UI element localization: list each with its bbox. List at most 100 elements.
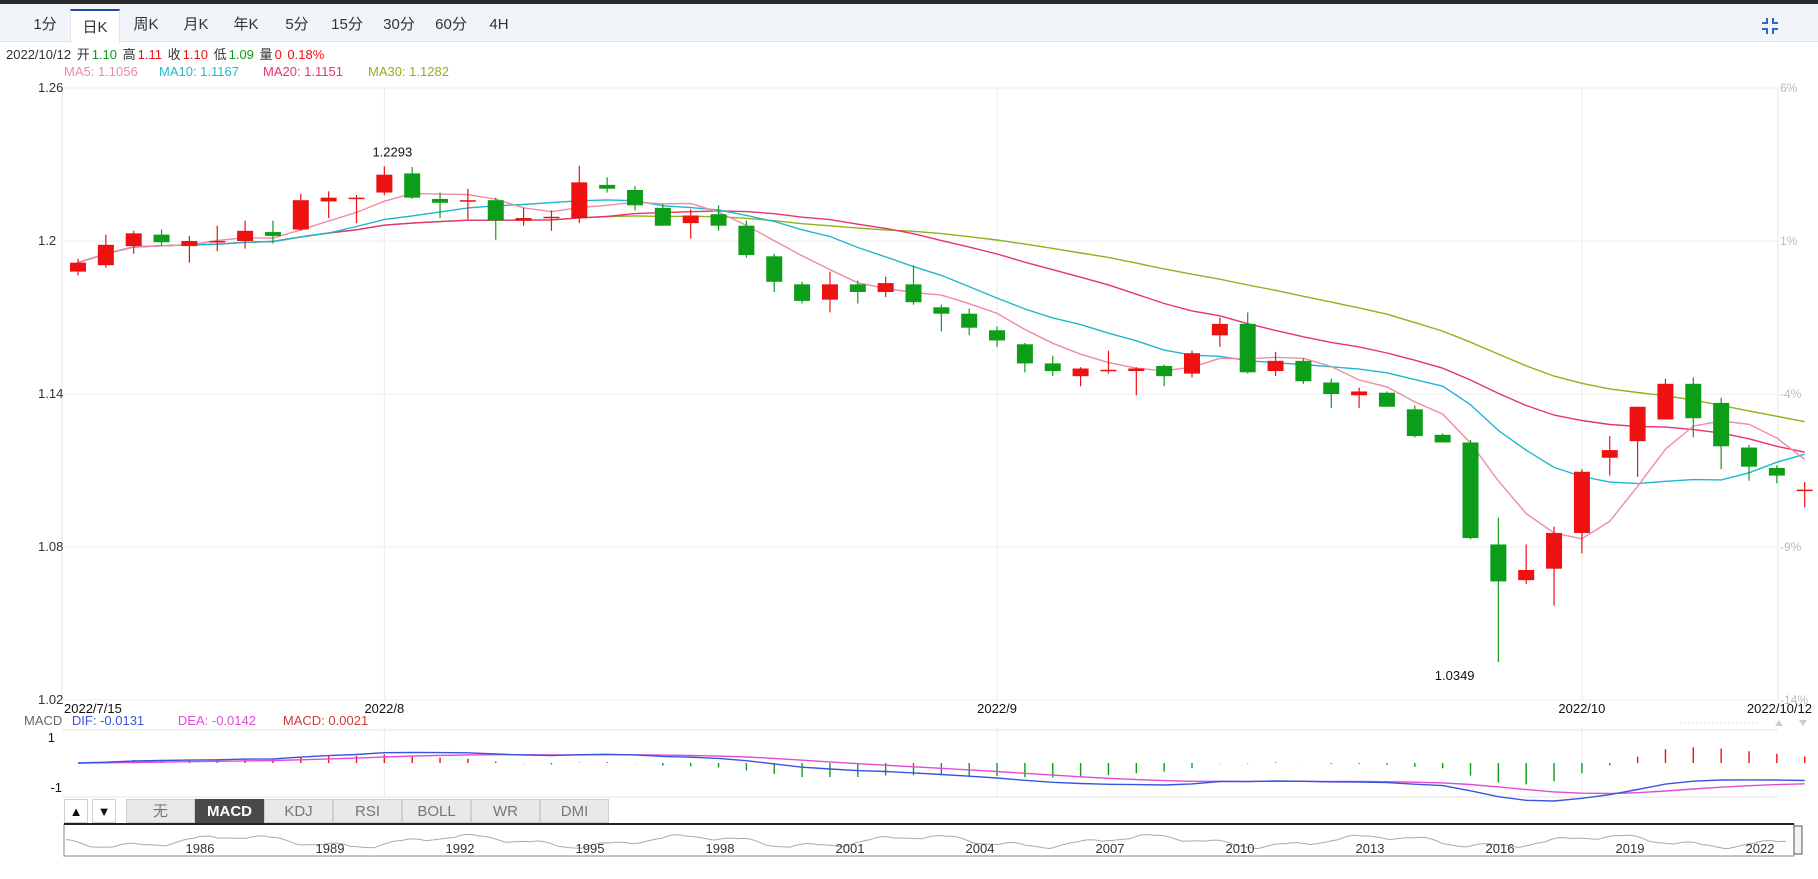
navigator-year-label: 2022 — [1746, 841, 1775, 856]
candle-body — [1016, 344, 1033, 364]
info-high-label: 高 — [122, 47, 136, 62]
info-high: 1.11 — [137, 47, 163, 62]
navigator-history-line — [65, 834, 1787, 850]
candle-body — [821, 284, 838, 300]
tab-monthly[interactable]: 月K — [183, 16, 209, 33]
dea-value: DEA: -0.0142 — [177, 713, 256, 728]
navigator-handle[interactable] — [1793, 825, 1803, 855]
candle-body — [1128, 368, 1145, 372]
macd-name: MACD — [24, 713, 63, 728]
indicator-macd[interactable]: MACD — [195, 799, 264, 823]
scroll-up-button[interactable]: ▲ — [64, 799, 88, 823]
candle-body — [1156, 365, 1173, 377]
high-mark-label: 1.2293 — [372, 144, 412, 159]
navigator-year-label: 1992 — [446, 841, 475, 856]
tab-4h[interactable]: 4H — [489, 16, 509, 33]
candle-body — [376, 174, 393, 193]
tab-weekly[interactable]: 周K — [133, 16, 159, 33]
candle-body — [1741, 447, 1757, 467]
candle-body — [989, 330, 1006, 341]
candle-body — [1239, 323, 1256, 373]
navigator-year-label: 2007 — [1096, 841, 1125, 856]
candle-body — [70, 262, 86, 272]
macd-value: MACD: 0.0021 — [282, 713, 369, 728]
candle-body — [1713, 402, 1730, 447]
ma20-legend: MA20: 1.1151 — [263, 64, 343, 79]
navigator-year-label: 1995 — [576, 841, 605, 856]
window-top-strip — [0, 0, 1818, 4]
period-tab-bar: 1分 日K 周K 月K 年K 5分 15分 30分 60分 4H — [0, 4, 1818, 43]
candle-body — [237, 230, 254, 241]
candle-body — [1211, 323, 1228, 336]
tab-30min[interactable]: 30分 — [383, 16, 415, 33]
candle-body — [654, 207, 671, 226]
navigator-year-label: 2001 — [836, 841, 865, 856]
info-open: 1.10 — [91, 47, 118, 62]
candle-body — [209, 241, 226, 243]
y-tick-label: 1.08 — [38, 539, 63, 554]
ma5-legend: MA5: 1.1056 — [64, 64, 138, 79]
indicator-rsi[interactable]: RSI — [333, 799, 402, 823]
candle-body — [1406, 409, 1423, 437]
ma5-line — [77, 192, 1806, 540]
candle-body — [1573, 471, 1590, 533]
macd-scroll-down-icon — [1799, 720, 1807, 726]
percent-tick-label: 6% — [1780, 81, 1798, 95]
info-change: 0.18% — [287, 47, 325, 62]
indicator-kdj[interactable]: KDJ — [264, 799, 333, 823]
candle-body — [682, 215, 699, 224]
macd-tick-label: 1 — [48, 730, 55, 745]
candle-body — [1044, 363, 1061, 372]
indicator-boll[interactable]: BOLL — [402, 799, 471, 823]
info-vol: 0 — [274, 47, 282, 62]
candle-body — [153, 234, 170, 243]
candle-body — [933, 307, 950, 314]
candle-body — [794, 284, 811, 301]
candle-body — [1072, 368, 1089, 377]
navigator-year-label: 2019 — [1616, 841, 1645, 856]
navigator-year-label: 1989 — [316, 841, 345, 856]
tab-5min[interactable]: 5分 — [285, 16, 309, 33]
candle-body — [1685, 383, 1702, 419]
dif-line — [77, 751, 1805, 802]
tab-daily[interactable]: 日K — [70, 9, 120, 43]
y-tick-label: 1.2 — [38, 233, 56, 248]
indicator-dmi[interactable]: DMI — [540, 799, 609, 823]
ma-legend-row: MA5: 1.1056 MA10: 1.1167 MA20: 1.1151 MA30:… — [6, 64, 451, 80]
ma10-legend: MA10: 1.1167 — [159, 64, 239, 79]
indicator-wr[interactable]: WR — [471, 799, 540, 823]
candle-body — [1796, 489, 1813, 492]
info-vol-label: 量 — [259, 47, 273, 62]
dea-line — [77, 754, 1805, 795]
scroll-down-button[interactable]: ▼ — [92, 799, 116, 823]
x-date-label: 2022/9 — [977, 701, 1017, 716]
ma30-legend: MA30: 1.1282 — [368, 64, 449, 79]
candle-body — [1629, 406, 1646, 442]
dif-value: DIF: -0.0131 — [71, 713, 145, 728]
macd-info-row: MACD DIF: -0.0131 DEA: -0.0142 MACD: 0.002… — [24, 713, 370, 729]
x-date-label: 2022/10/12 — [1747, 701, 1812, 716]
tab-1min[interactable]: 1分 — [33, 16, 57, 33]
tab-15min[interactable]: 15分 — [331, 16, 363, 33]
candle-body — [849, 284, 866, 292]
y-tick-label: 1.14 — [38, 386, 63, 401]
x-date-label: 2022/7/15 — [64, 701, 122, 716]
candle-body — [348, 197, 365, 200]
candle-body — [961, 313, 978, 328]
tab-yearly[interactable]: 年K — [233, 16, 259, 33]
indicator-none[interactable]: 无 — [126, 799, 195, 823]
tab-60min[interactable]: 60分 — [435, 16, 467, 33]
candle-body — [1657, 383, 1674, 420]
kline-chart[interactable]: 1.26 1.2 1.14 1.08 1.02 6% 1% -4% -9% -14% 2022/7/… — [0, 42, 1818, 879]
info-low-label: 低 — [213, 47, 227, 62]
candle-body — [1546, 532, 1563, 569]
y-tick-label: 1.26 — [38, 80, 63, 95]
candle-body — [292, 200, 309, 230]
candle-body — [1518, 569, 1535, 581]
candle-body — [1434, 434, 1451, 443]
collapse-fullscreen-icon[interactable] — [1760, 16, 1780, 36]
ma10-line — [77, 199, 1805, 485]
candle-body — [404, 173, 421, 198]
candle-body — [459, 200, 476, 202]
